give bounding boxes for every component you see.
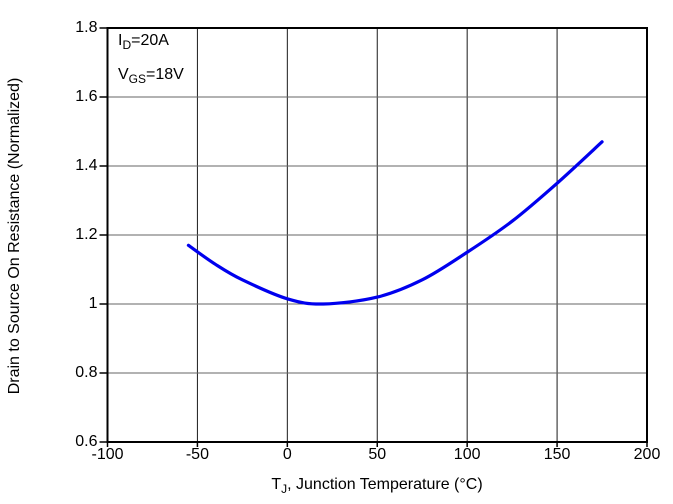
x-tick-label: 50: [368, 446, 387, 463]
y-tick-label: 1: [88, 295, 98, 312]
y-tick-label: 1.6: [75, 88, 98, 105]
annotation-gate-voltage-symbol: V: [118, 66, 129, 83]
x-axis-label-pre: T: [271, 476, 282, 493]
x-tick-label: -100: [91, 446, 124, 463]
y-tick-label: 1.2: [75, 226, 98, 243]
x-tick-label: -50: [185, 446, 209, 463]
y-tick-label: 1.8: [75, 19, 98, 36]
y-axis-label: Drain to Source On Resistance (Normalize…: [6, 77, 23, 395]
x-tick-label: 0: [282, 446, 292, 463]
plot-frame: [106, 27, 648, 443]
x-axis-label: TJ, Junction Temperature (°C): [271, 476, 483, 497]
annotation-drain-current-symbol: I: [118, 32, 123, 49]
x-tick-label: 200: [633, 446, 661, 463]
x-tick-label: 100: [453, 446, 481, 463]
annotation-drain-current-subscript: D: [122, 38, 132, 53]
x-axis-label-subscript: J: [281, 482, 288, 497]
annotation-drain-current: ID=20A: [118, 32, 169, 53]
annotation-drain-current-value: =20A: [131, 32, 169, 49]
y-tick-label: 1.4: [75, 157, 98, 174]
y-tick-label: 0.8: [75, 364, 98, 381]
x-tick-label: 150: [543, 446, 571, 463]
rds-on-normalized-vs-tj-curve: [186, 140, 604, 306]
annotation-gate-voltage-value: =18V: [146, 66, 184, 83]
annotation-gate-voltage-subscript: GS: [128, 72, 147, 87]
annotation-gate-voltage: VGS=18V: [118, 66, 184, 87]
y-tick-label: 0.6: [75, 433, 98, 450]
x-axis-label-post: , Junction Temperature (°C): [287, 476, 483, 493]
